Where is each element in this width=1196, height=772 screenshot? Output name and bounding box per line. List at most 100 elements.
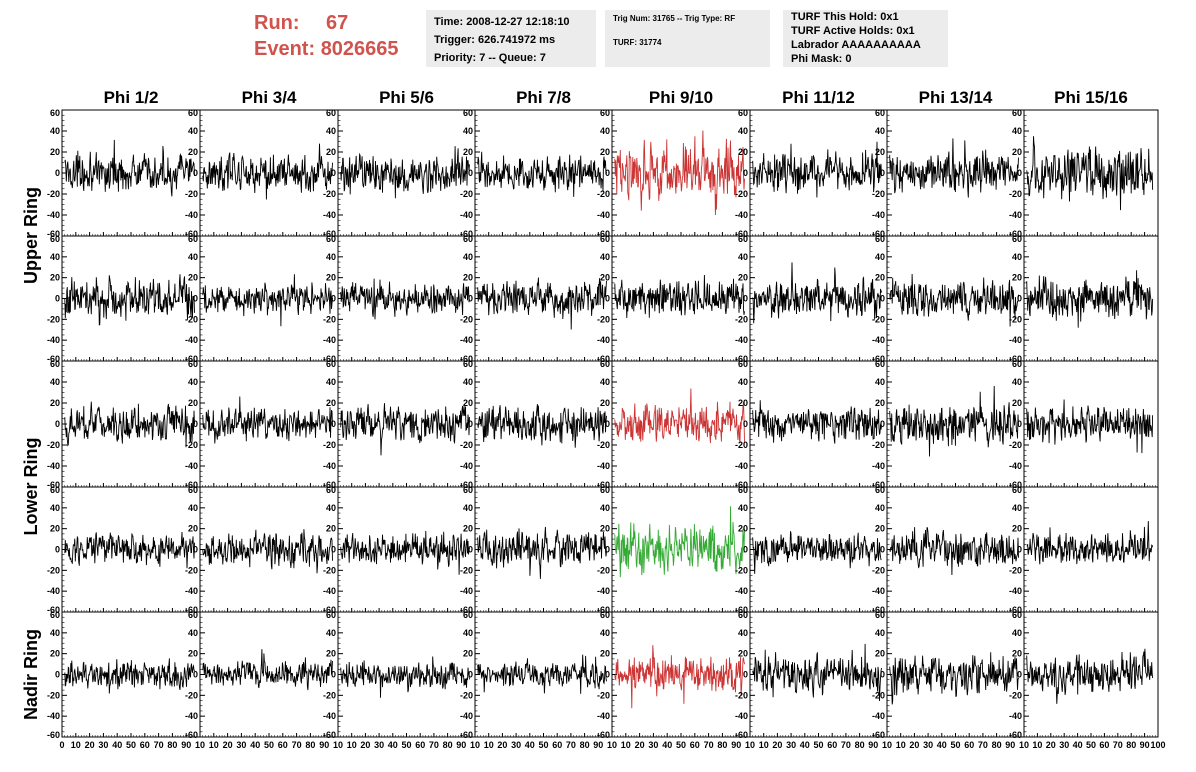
y-tick-label-r2-c3-0: 60 bbox=[463, 359, 473, 369]
trigger-line: Trigger: 626.741972 ms bbox=[434, 34, 556, 46]
y-tick-label-r3-c3-6: -60 bbox=[460, 605, 473, 615]
waveform-trace-r4-c2 bbox=[340, 656, 470, 698]
y-tick-label-r1-c4-1: 40 bbox=[600, 252, 610, 262]
y-tick-label-r3-c3-0: 60 bbox=[463, 485, 473, 495]
y-tick-label-r2-c0-4: -20 bbox=[47, 440, 60, 450]
y-tick-label-r0-c6-4: -20 bbox=[872, 189, 885, 199]
y-tick-label-r2-c7-6: -60 bbox=[1009, 480, 1022, 490]
y-tick-label-r1-c2-6: -60 bbox=[323, 354, 336, 364]
y-tick-label-r1-c5-5: -40 bbox=[735, 335, 748, 345]
waveform-trace-r4-c7 bbox=[1026, 648, 1154, 704]
y-tick-label-r2-c2-1: 40 bbox=[326, 377, 336, 387]
x-tick-label-c6-2: 30 bbox=[923, 740, 933, 750]
y-tick-label-r2-c6-6: -60 bbox=[872, 480, 885, 490]
y-tick-label-r1-c2-3: 0 bbox=[331, 294, 336, 304]
y-tick-label-r0-c1-3: 0 bbox=[193, 168, 198, 178]
x-tick-label-c0-9: 90 bbox=[181, 740, 191, 750]
y-tick-label-r1-c7-5: -40 bbox=[1009, 335, 1022, 345]
y-tick-label-r1-c7-1: 40 bbox=[1012, 252, 1022, 262]
y-tick-label-r3-c6-2: 20 bbox=[875, 524, 885, 534]
x-tick-label-c7-2: 30 bbox=[1059, 740, 1069, 750]
x-tick-label-c3-4: 50 bbox=[538, 740, 548, 750]
y-tick-label-r1-c0-0: 60 bbox=[50, 234, 60, 244]
y-tick-label-r0-c6-6: -60 bbox=[872, 229, 885, 239]
y-tick-label-r1-c1-0: 60 bbox=[188, 234, 198, 244]
y-tick-label-r0-c7-0: 60 bbox=[1012, 108, 1022, 118]
waveform-trace-r2-c5 bbox=[752, 400, 882, 444]
x-tick-label-c0-2: 20 bbox=[85, 740, 95, 750]
y-tick-label-r2-c6-4: -20 bbox=[872, 440, 885, 450]
y-tick-label-r4-c0-0: 60 bbox=[50, 610, 60, 620]
y-tick-label-r2-c6-0: 60 bbox=[875, 359, 885, 369]
y-tick-label-r1-c7-3: 0 bbox=[1017, 294, 1022, 304]
y-tick-label-r4-c7-1: 40 bbox=[1012, 628, 1022, 638]
x-tick-label-c2-3: 40 bbox=[388, 740, 398, 750]
x-tick-label-c7-5: 60 bbox=[1099, 740, 1109, 750]
waveform-trace-r0-c6 bbox=[889, 138, 1019, 198]
y-tick-label-r3-c7-0: 60 bbox=[1012, 485, 1022, 495]
x-tick-label-c7-1: 20 bbox=[1046, 740, 1056, 750]
y-tick-label-r4-c6-1: 40 bbox=[875, 628, 885, 638]
x-tick-label-c2-2: 30 bbox=[374, 740, 384, 750]
y-tick-label-r3-c4-4: -20 bbox=[597, 565, 610, 575]
x-tick-label-c2-5: 60 bbox=[415, 740, 425, 750]
y-tick-label-r2-c2-6: -60 bbox=[323, 480, 336, 490]
column-title-4: Phi 7/8 bbox=[516, 88, 571, 107]
y-tick-label-r0-c3-2: 20 bbox=[463, 147, 473, 157]
y-tick-label-r4-c6-6: -60 bbox=[872, 730, 885, 740]
x-tick-label-c6-0: 10 bbox=[896, 740, 906, 750]
y-tick-label-r3-c6-1: 40 bbox=[875, 503, 885, 513]
y-tick-label-r1-c2-5: -40 bbox=[323, 335, 336, 345]
y-tick-label-r1-c0-2: 20 bbox=[50, 273, 60, 283]
y-tick-label-r4-c0-2: 20 bbox=[50, 649, 60, 659]
y-tick-label-r3-c5-3: 0 bbox=[743, 545, 748, 555]
x-tick-label-c7-4: 50 bbox=[1086, 740, 1096, 750]
x-tick-label-c4-1: 20 bbox=[635, 740, 645, 750]
labrador-line: Labrador AAAAAAAAAA bbox=[791, 39, 921, 51]
y-tick-label-r2-c6-2: 20 bbox=[875, 398, 885, 408]
y-tick-label-r1-c6-5: -40 bbox=[872, 335, 885, 345]
y-tick-label-r4-c2-4: -20 bbox=[323, 690, 336, 700]
y-tick-label-r2-c1-3: 0 bbox=[193, 419, 198, 429]
waveform-trace-r3-c0 bbox=[64, 531, 195, 569]
y-tick-label-r4-c0-6: -60 bbox=[47, 730, 60, 740]
y-tick-label-r3-c0-3: 0 bbox=[55, 545, 60, 555]
y-tick-label-r4-c2-6: -60 bbox=[323, 730, 336, 740]
x-tick-label-c6-7: 80 bbox=[992, 740, 1002, 750]
x-tick-label-c0-7: 70 bbox=[154, 740, 164, 750]
y-tick-label-r4-c3-0: 60 bbox=[463, 610, 473, 620]
y-tick-label-r3-c0-6: -60 bbox=[47, 605, 60, 615]
y-tick-label-r4-c7-6: -60 bbox=[1009, 730, 1022, 740]
y-tick-label-r0-c5-1: 40 bbox=[738, 126, 748, 136]
y-tick-label-r0-c3-1: 40 bbox=[463, 126, 473, 136]
x-tick-label-c1-9: 10 bbox=[333, 740, 343, 750]
y-tick-label-r2-c5-2: 20 bbox=[738, 398, 748, 408]
panel-frame-r1-c3 bbox=[474, 235, 613, 362]
y-tick-label-r3-c3-1: 40 bbox=[463, 503, 473, 513]
waveform-trace-r3-c1 bbox=[202, 529, 333, 574]
y-tick-label-r4-c2-2: 20 bbox=[326, 649, 336, 659]
y-tick-label-r2-c0-0: 60 bbox=[50, 359, 60, 369]
y-tick-label-r0-c6-0: 60 bbox=[875, 108, 885, 118]
x-tick-label-c1-3: 40 bbox=[250, 740, 260, 750]
y-tick-label-r4-c1-3: 0 bbox=[193, 670, 198, 680]
x-tick-label-c6-5: 60 bbox=[964, 740, 974, 750]
y-tick-label-r2-c4-1: 40 bbox=[600, 377, 610, 387]
waveform-trace-r3-c6 bbox=[889, 526, 1019, 576]
y-tick-label-r2-c2-2: 20 bbox=[326, 398, 336, 408]
y-tick-label-r1-c0-4: -20 bbox=[47, 314, 60, 324]
y-tick-label-r1-c7-0: 60 bbox=[1012, 234, 1022, 244]
event-header: Run: 67 Event: 8026665 Time: 2008-12-27 1… bbox=[0, 0, 1196, 80]
y-tick-label-r3-c2-3: 0 bbox=[331, 545, 336, 555]
y-tick-label-r3-c1-4: -20 bbox=[185, 565, 198, 575]
x-tick-label-c3-1: 20 bbox=[497, 740, 507, 750]
y-tick-label-r2-c7-3: 0 bbox=[1017, 419, 1022, 429]
y-tick-label-r1-c3-4: -20 bbox=[460, 314, 473, 324]
x-tick-label-c4-2: 30 bbox=[648, 740, 658, 750]
y-tick-label-r4-c1-6: -60 bbox=[185, 730, 198, 740]
y-tick-label-r0-c3-0: 60 bbox=[463, 108, 473, 118]
y-tick-label-r0-c3-3: 0 bbox=[468, 168, 473, 178]
y-tick-label-r4-c7-5: -40 bbox=[1009, 711, 1022, 721]
y-tick-label-r0-c4-0: 60 bbox=[600, 108, 610, 118]
